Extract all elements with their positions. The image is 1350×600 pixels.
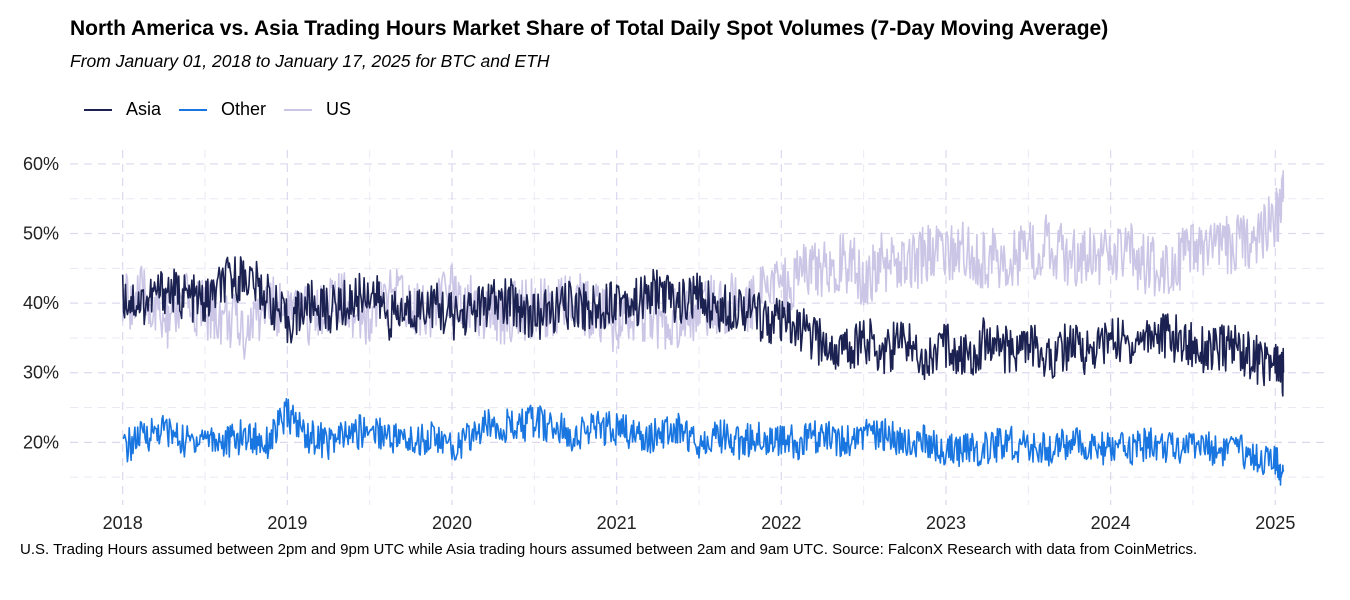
- legend-item-asia: Asia: [84, 99, 161, 120]
- x-tick-label: 2021: [597, 513, 637, 533]
- chart-title: North America vs. Asia Trading Hours Mar…: [70, 17, 1109, 40]
- legend-label-other: Other: [221, 99, 267, 119]
- legend-swatch-asia: [84, 108, 112, 111]
- x-tick-label: 2019: [267, 513, 307, 533]
- chart-subtitle: From January 01, 2018 to January 17, 202…: [70, 51, 550, 71]
- x-tick-label: 2024: [1091, 513, 1131, 533]
- chart-footnote: U.S. Trading Hours assumed between 2pm a…: [20, 541, 1198, 558]
- legend-swatch-us: [284, 108, 313, 111]
- legend-label-asia: Asia: [126, 99, 162, 119]
- y-tick-label: 50%: [23, 224, 59, 244]
- series-line-asia: [121, 256, 1285, 397]
- legend-label-us: US: [326, 99, 352, 119]
- x-tick-label: 2020: [432, 513, 472, 533]
- legend: Asia Other US: [84, 99, 369, 120]
- series-line-other: [122, 397, 1285, 486]
- legend-item-us: US: [284, 99, 351, 120]
- x-tick-label: 2018: [103, 513, 143, 533]
- y-tick-label: 40%: [23, 293, 59, 313]
- legend-item-other: Other: [179, 99, 266, 120]
- series-lines: [121, 170, 1285, 486]
- y-tick-label: 60%: [23, 154, 59, 174]
- legend-swatch-other: [179, 108, 208, 111]
- y-tick-label: 20%: [23, 432, 59, 452]
- y-tick-label: 30%: [23, 363, 59, 383]
- x-tick-label: 2022: [761, 513, 801, 533]
- grid: [70, 150, 1328, 505]
- x-tick-label: 2025: [1255, 513, 1295, 533]
- x-tick-label: 2023: [926, 513, 966, 533]
- axis-ticks: 20% 30% 40% 50% 60% 2018 2019 2020 2021 2022 2023 2…: [23, 154, 1295, 533]
